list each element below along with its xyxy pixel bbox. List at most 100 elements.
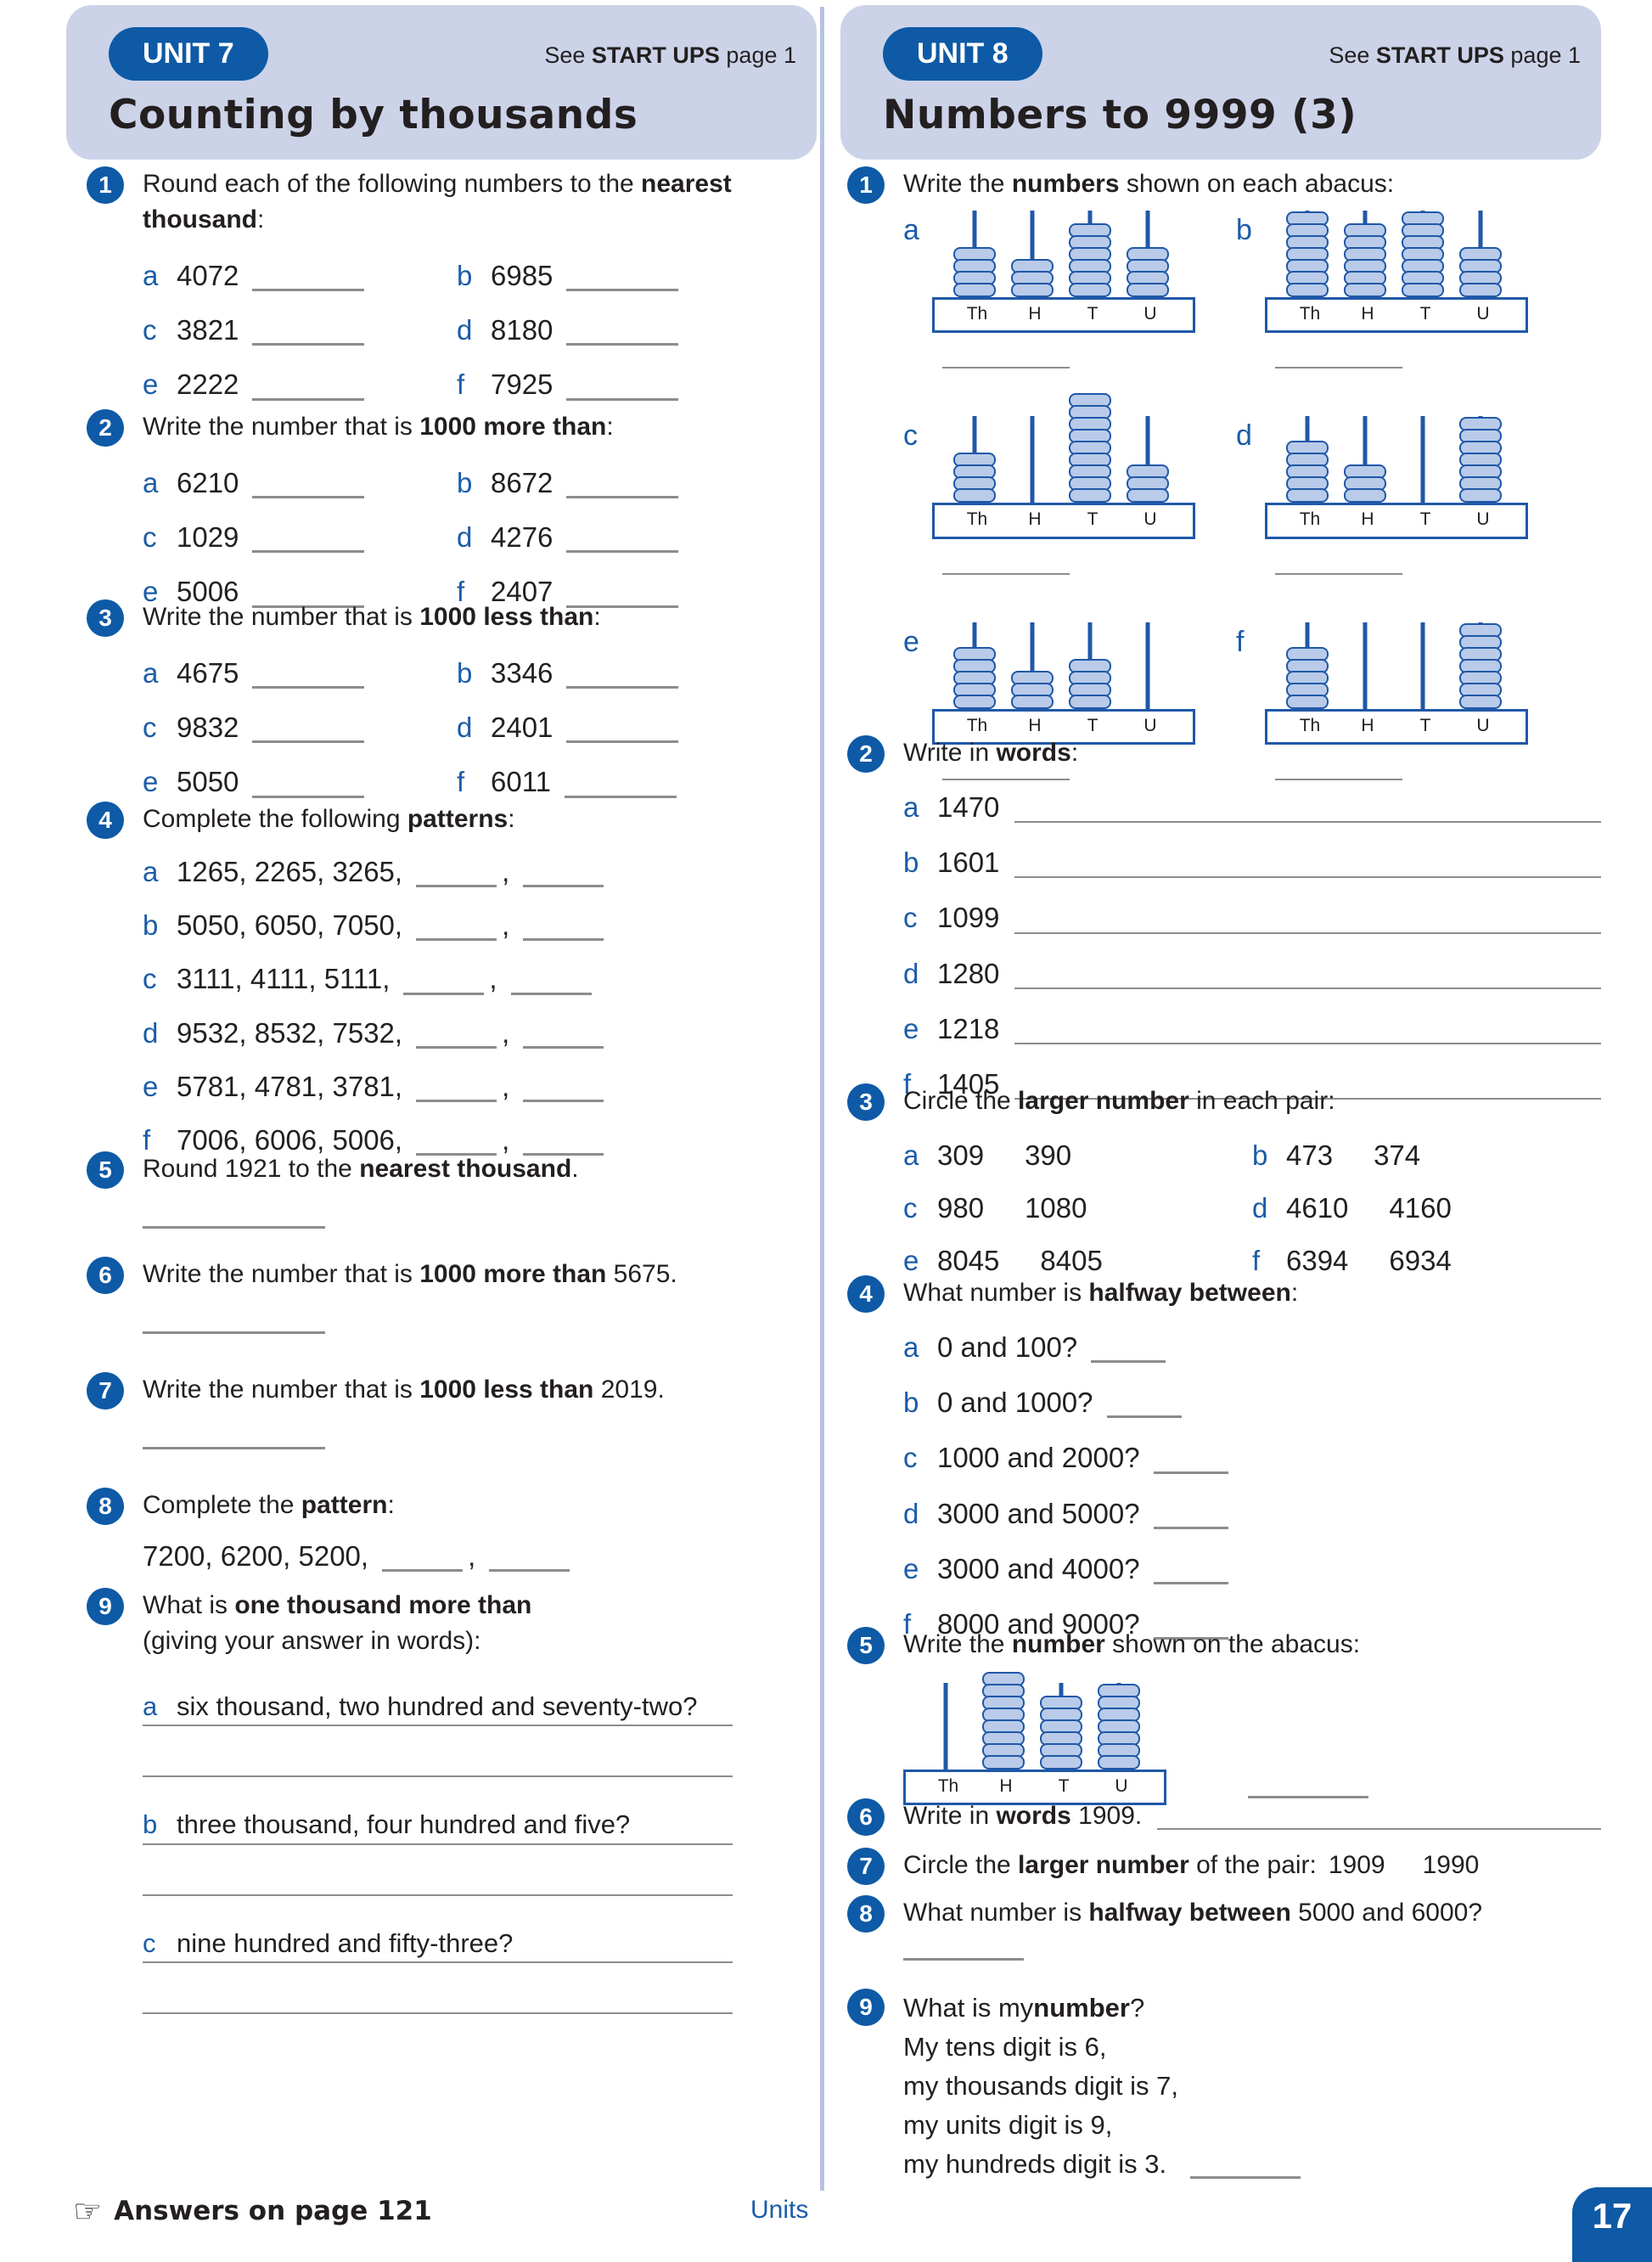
abacus-base: Th H T U xyxy=(932,297,1195,334)
answer-line[interactable] xyxy=(416,938,497,942)
pair-number-1[interactable]: 473 xyxy=(1286,1139,1334,1171)
answer-line[interactable] xyxy=(143,2012,733,2015)
answer-line[interactable] xyxy=(416,1153,497,1156)
answer-line[interactable] xyxy=(523,1153,604,1156)
answer-line[interactable] xyxy=(143,1226,325,1229)
answer-line[interactable] xyxy=(1157,1828,1601,1830)
answer-line[interactable] xyxy=(1014,1098,1601,1100)
answer-line[interactable] xyxy=(942,779,1070,781)
answer-line[interactable] xyxy=(566,343,679,346)
answer-line[interactable] xyxy=(252,550,365,554)
answer-line[interactable] xyxy=(942,572,1070,575)
answer-line[interactable] xyxy=(566,550,679,554)
answer-line[interactable] xyxy=(1014,987,1601,989)
pair-number-1[interactable]: 980 xyxy=(937,1192,985,1224)
answer-line[interactable] xyxy=(403,992,485,995)
answer-line[interactable] xyxy=(523,938,604,942)
answer-line[interactable] xyxy=(903,1958,1024,1961)
answer-line[interactable] xyxy=(143,1331,325,1334)
pair-number-1[interactable]: 6394 xyxy=(1286,1245,1349,1277)
pair-number-1[interactable]: 309 xyxy=(937,1139,985,1171)
answer-line[interactable] xyxy=(942,367,1070,369)
answer-line[interactable] xyxy=(1248,1796,1368,1799)
answer-line[interactable] xyxy=(252,740,365,744)
answer-line[interactable] xyxy=(252,397,365,401)
u7-question-4: 4 Complete the following patterns: a 126… xyxy=(87,802,788,1160)
abacus-column-label: Th xyxy=(1299,509,1321,530)
u7-question-7: 7 Write the number that is 1000 less tha… xyxy=(87,1372,788,1449)
answer-line[interactable] xyxy=(1153,1471,1228,1474)
prompt-text: : xyxy=(387,1491,395,1519)
abacus-column-label: H xyxy=(999,1776,1013,1796)
answer-line[interactable] xyxy=(1190,2176,1301,2180)
abacus-bead xyxy=(1011,283,1054,297)
answer-line[interactable] xyxy=(1014,931,1601,934)
answer-line[interactable] xyxy=(416,1045,497,1049)
answer-line[interactable] xyxy=(252,686,365,689)
prompt-bold: 1000 more than xyxy=(419,413,607,441)
answer-line[interactable] xyxy=(1153,1637,1228,1640)
answer-line[interactable] xyxy=(143,1893,733,1896)
answer-line[interactable] xyxy=(1014,876,1601,879)
answer-line[interactable] xyxy=(510,992,592,995)
answer-line[interactable] xyxy=(143,1843,733,1845)
prompt-text: : xyxy=(257,205,265,234)
pair-number-2[interactable]: 8405 xyxy=(1040,1245,1103,1277)
pair-number-2[interactable]: 390 xyxy=(1025,1139,1072,1171)
abacus-column-label: Th xyxy=(937,1776,959,1796)
question-prompt: Round each of the following numbers to t… xyxy=(143,166,771,238)
pair-number-1[interactable]: 8045 xyxy=(937,1245,1000,1277)
answer-line[interactable] xyxy=(566,289,679,292)
answer-line[interactable] xyxy=(143,1961,733,1964)
answer-line[interactable] xyxy=(1275,367,1402,369)
item-value: 9832 xyxy=(177,712,239,744)
answer-line[interactable] xyxy=(252,289,365,292)
pair-number-2[interactable]: 374 xyxy=(1374,1139,1421,1171)
pair-number-1[interactable]: 1909 xyxy=(1328,1851,1385,1879)
abacus-column-label: U xyxy=(1476,304,1490,324)
answer-line[interactable] xyxy=(1275,779,1402,781)
answer-line[interactable] xyxy=(489,1569,570,1573)
answer-line[interactable] xyxy=(566,397,679,401)
pair-number-1[interactable]: 4610 xyxy=(1286,1192,1349,1224)
item-letter: b xyxy=(143,909,159,942)
answer-line[interactable] xyxy=(1153,1526,1228,1529)
answer-line[interactable] xyxy=(416,1099,497,1102)
pair-number-2[interactable]: 1080 xyxy=(1025,1192,1087,1224)
answer-line[interactable] xyxy=(523,1099,604,1102)
answer-line[interactable] xyxy=(566,740,679,744)
answer-line[interactable] xyxy=(143,1447,325,1449)
answer-line[interactable] xyxy=(1091,1360,1166,1364)
prompt-text: Write in xyxy=(903,739,997,767)
answer-line[interactable] xyxy=(143,1725,733,1727)
answer-line[interactable] xyxy=(564,795,677,798)
abacus-rods xyxy=(1265,622,1528,709)
item-value: 4072 xyxy=(177,260,239,291)
pair-number-2[interactable]: 4160 xyxy=(1389,1192,1452,1224)
list-item: f 6011 xyxy=(457,762,771,802)
answer-line[interactable] xyxy=(252,343,365,346)
unit8-header: UNIT 8 See START UPS page 1 Numbers to 9… xyxy=(840,5,1601,160)
answer-line[interactable] xyxy=(143,1775,733,1778)
answer-line[interactable] xyxy=(523,885,604,888)
pair-number-2[interactable]: 1990 xyxy=(1422,1851,1480,1879)
answer-line[interactable] xyxy=(416,885,497,888)
pair-number-2[interactable]: 6934 xyxy=(1389,1245,1452,1277)
item-letter: d xyxy=(1236,419,1252,453)
answer-line[interactable] xyxy=(1014,1042,1601,1044)
answer-line[interactable] xyxy=(566,605,679,608)
item-letter: c xyxy=(903,419,918,453)
answer-line[interactable] xyxy=(1014,821,1601,824)
answer-line[interactable] xyxy=(252,496,365,499)
abacus-bead xyxy=(1286,283,1329,297)
answer-line[interactable] xyxy=(1106,1415,1182,1419)
answer-line[interactable] xyxy=(252,795,365,798)
answer-line[interactable] xyxy=(1153,1581,1228,1584)
answer-line[interactable] xyxy=(566,496,679,499)
answer-line[interactable] xyxy=(252,605,365,608)
answer-line[interactable] xyxy=(566,686,679,689)
answer-line[interactable] xyxy=(523,1045,604,1049)
prompt-bold: larger number xyxy=(1018,1851,1189,1879)
answer-line[interactable] xyxy=(382,1569,464,1573)
answer-line[interactable] xyxy=(1275,572,1402,575)
